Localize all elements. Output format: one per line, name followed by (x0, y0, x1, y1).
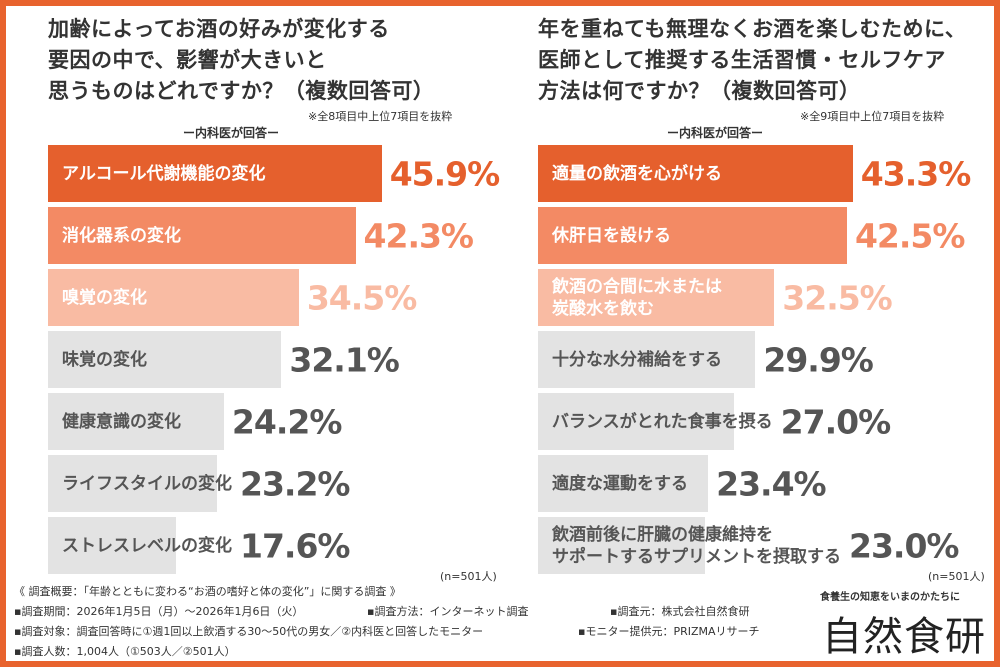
bar-label: 休肝日を設ける (552, 225, 671, 247)
sample-size: (n=501人) (928, 570, 985, 583)
data-label: 45.9% (389, 154, 500, 194)
bar-label-line: ストレスレベルの変化 (62, 535, 232, 556)
bar: 味覚の変化 (48, 331, 282, 388)
data-label: 24.2% (231, 402, 342, 442)
bar: 飲酒前後に肝臓の健康維持を サポートするサプリメントを摂取する (538, 517, 841, 574)
title-line: 要因の中で、影響が大きいと (48, 48, 327, 72)
chart-title: 加齢によってお酒の好みが変化する 要因の中で、影響が大きいと 思うものはどれです… (48, 14, 434, 107)
bar-label-line: サポートするサプリメントを摂取する (552, 546, 841, 567)
sample-size: (n=501人) (440, 570, 497, 583)
data-label: 32.5% (782, 278, 892, 318)
title-line: 年を重ねても無理なくお酒を楽しむために、 (538, 17, 967, 41)
data-label: 43.3% (860, 154, 971, 194)
bar-label-line: 炭酸水を飲む (552, 298, 654, 319)
bar: 健康意識の変化 (48, 393, 224, 450)
bar: ライフスタイルの変化 (48, 455, 232, 512)
brand-logo: 自然食研 (822, 614, 986, 660)
logo-tagline: 食養生の知恵をいまのかたちに (820, 592, 960, 603)
bar-label: 嗅覚の変化 (62, 287, 147, 309)
bar: 休肝日を設ける (538, 207, 847, 264)
bar-label: 十分な水分補給をする (552, 349, 722, 371)
survey-target: ▪調査対象：調査回答時に①週1回以上飲酒する30～50代の男女／②内科医と回答し… (14, 625, 484, 638)
bar-label-line: 休肝日を設ける (552, 225, 671, 246)
bar-label: 消化器系の変化 (62, 225, 181, 247)
survey-summary: 《 調査概要：「年齢とともに変わる“お酒の嗜好と体の変化”」に関する調査 》 ▪… (14, 582, 760, 662)
data-label: 17.6% (240, 526, 350, 566)
data-label: 29.9% (763, 340, 873, 380)
bar: 適度な運動をする (538, 455, 709, 512)
bar-label: 適量の飲酒を心がける (552, 163, 722, 185)
bar-label-line: 味覚の変化 (62, 349, 147, 370)
data-label: 42.5% (854, 216, 965, 256)
bar-label: 飲酒前後に肝臓の健康維持を サポートするサプリメントを摂取する (552, 524, 841, 568)
bar-label: 健康意識の変化 (62, 411, 181, 433)
chart-subtitle: ー内科医が回答ー (667, 126, 764, 140)
data-label: 34.5% (306, 278, 417, 318)
bar-label: 適度な運動をする (552, 473, 688, 495)
bar: 飲酒の合間に水または 炭酸水を飲む (538, 269, 775, 326)
bar-label: 味覚の変化 (62, 349, 147, 371)
chart-title: 年を重ねても無理なくお酒を楽しむために、 医師として推奨する生活習慣・セルフケア… (538, 14, 966, 107)
bar: 嗅覚の変化 (48, 269, 299, 326)
bar-label-line: 十分な水分補給をする (552, 349, 722, 370)
survey-organizer: ▪調査元：株式会社自然食研 (610, 605, 750, 618)
title-line: 思うものはどれですか？（複数回答可） (48, 79, 435, 103)
bar-label-line: 飲酒の合間に水または (552, 276, 722, 297)
bar: 十分な水分補給をする (538, 331, 756, 388)
survey-method: ▪調査方法：インターネット調査 (367, 605, 529, 618)
bar-label: バランスがとれた食事を摂る (552, 411, 773, 433)
bar: バランスがとれた食事を摂る (538, 393, 773, 450)
chart-note: ※全9項目中上位7項目を抜粋 (800, 110, 945, 123)
bar-label-line: バランスがとれた食事を摂る (552, 411, 773, 432)
bar: ストレスレベルの変化 (48, 517, 232, 574)
bar-label: ライフスタイルの変化 (62, 473, 232, 495)
title-line: 加齢によってお酒の好みが変化する (48, 17, 390, 41)
bar: 適量の飲酒を心がける (538, 145, 853, 202)
bar-label: ストレスレベルの変化 (62, 535, 232, 557)
data-label: 23.2% (240, 464, 350, 504)
survey-provider: ▪モニター提供元：PRIZMAリサーチ (578, 625, 760, 638)
data-label: 32.1% (289, 340, 399, 380)
bar-label: アルコール代謝機能の変化 (62, 163, 266, 185)
bar-label-line: 飲酒前後に肝臓の健康維持を (552, 524, 773, 545)
bar-label-line: 健康意識の変化 (62, 411, 181, 432)
data-label: 23.0% (849, 526, 959, 566)
survey-heading: 《 調査概要：「年齢とともに変わる“お酒の嗜好と体の変化”」に関する調査 》 (14, 585, 401, 598)
data-label: 23.4% (716, 464, 826, 504)
survey-period: ▪調査期間：2026年1月5日（月）～2026年1月6日（火） (14, 605, 304, 618)
chart-subtitle: ー内科医が回答ー (183, 126, 280, 140)
bar-label: 飲酒の合間に水または 炭酸水を飲む (552, 276, 722, 320)
bar: アルコール代謝機能の変化 (48, 145, 382, 202)
bar-label-line: 適度な運動をする (552, 473, 688, 494)
bar-label-line: 適量の飲酒を心がける (552, 163, 722, 184)
title-line: 医師として推奨する生活習慣・セルフケア (538, 48, 946, 72)
bar: 消化器系の変化 (48, 207, 356, 264)
chart-note: ※全8項目中上位7項目を抜粋 (308, 110, 453, 123)
bar-label-line: ライフスタイルの変化 (62, 473, 232, 494)
bar-label-line: 嗅覚の変化 (62, 287, 147, 308)
data-label: 27.0% (780, 402, 891, 442)
title-line: 方法は何ですか？（複数回答可） (538, 79, 861, 103)
bar-label-line: アルコール代謝機能の変化 (62, 163, 266, 184)
survey-count: ▪調査人数：1,004人（①503人／②501人） (14, 645, 236, 658)
data-label: 42.3% (363, 216, 474, 256)
bar-label-line: 消化器系の変化 (62, 225, 181, 246)
